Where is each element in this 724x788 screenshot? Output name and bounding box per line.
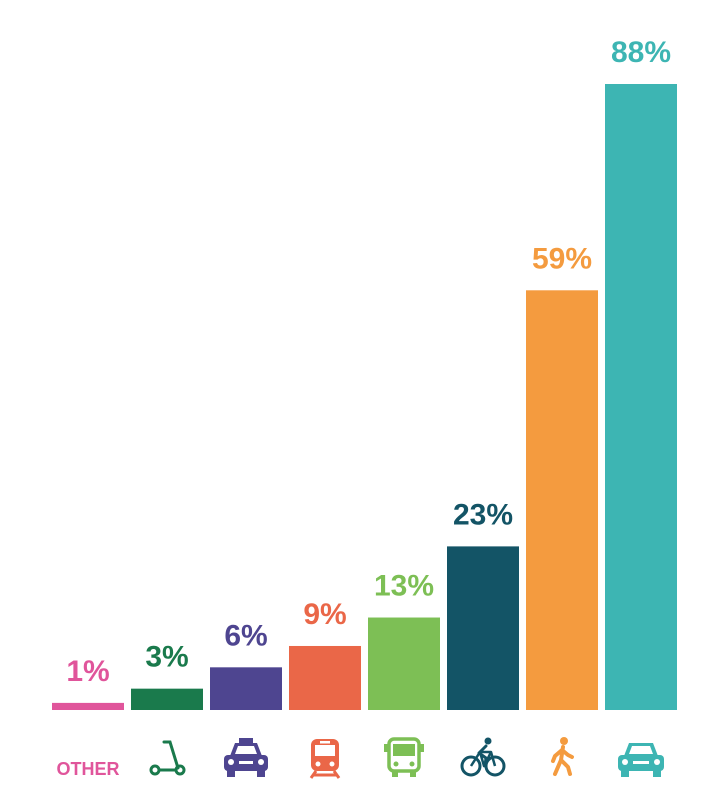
bar-scooter: [131, 688, 203, 710]
bicycle-icon: [460, 737, 506, 777]
train-icon: [309, 739, 341, 779]
bar-bicycle: [447, 546, 519, 710]
value-label-bicycle: 23%: [453, 498, 513, 531]
value-label-bus: 13%: [374, 570, 434, 603]
bar-car: [605, 84, 677, 710]
bar-pedestrian: [526, 290, 598, 710]
car-icon: [618, 743, 664, 777]
taxi-icon: [224, 738, 268, 777]
value-label-train: 9%: [303, 598, 346, 631]
pedestrian-icon: [551, 737, 574, 776]
bus-icon: [384, 737, 424, 777]
value-label-other: 1%: [66, 655, 109, 688]
bar-bus: [368, 617, 440, 710]
value-label-scooter: 3%: [145, 641, 188, 674]
bar-other: [52, 702, 124, 710]
value-label-car: 88%: [611, 36, 671, 69]
bar-train: [289, 645, 361, 710]
scooter-icon: [149, 740, 186, 776]
category-label-other: OTHER: [57, 759, 120, 779]
bar-taxi: [210, 667, 282, 710]
value-label-pedestrian: 59%: [532, 242, 592, 275]
value-label-taxi: 6%: [224, 619, 267, 652]
